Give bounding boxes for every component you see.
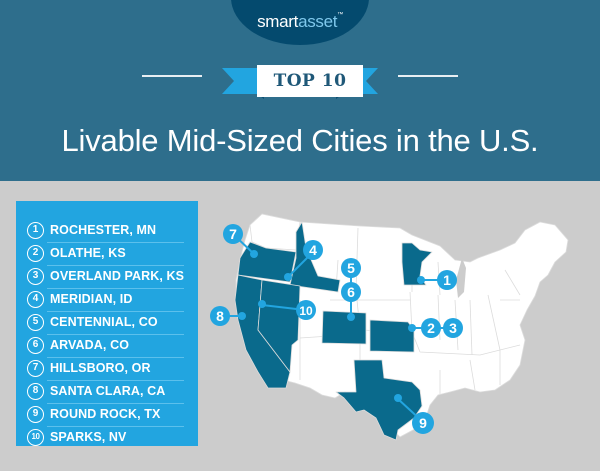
- rank-badge: 7: [27, 360, 44, 377]
- svg-text:2: 2: [427, 320, 435, 336]
- left-divider-line: [142, 75, 202, 77]
- legend-item: 9 ROUND ROCK, TX: [16, 405, 198, 428]
- legend-item: 2 OLATHE, KS: [16, 244, 198, 267]
- svg-text:3: 3: [449, 320, 457, 336]
- marker-6: [341, 282, 361, 302]
- state-KS: [369, 319, 415, 353]
- lake-michigan: [456, 258, 466, 298]
- state-CO: [321, 310, 367, 345]
- rank-badge: 2: [27, 245, 44, 262]
- state-NV: [257, 279, 301, 373]
- top10-ribbon: TOP 10: [210, 56, 390, 104]
- legend-item: 6 ARVADA, CO: [16, 336, 198, 359]
- state-TX: [335, 359, 423, 441]
- state-MN: [401, 242, 433, 286]
- us-map: 7 4 5 6 10 8 1: [200, 181, 600, 466]
- marker-9: [412, 412, 434, 434]
- marker-2: [421, 318, 441, 338]
- rank-badge: 6: [27, 337, 44, 354]
- logo-part2: asset: [298, 12, 338, 31]
- city-name: OLATHE, KS: [50, 246, 126, 260]
- header: smartasset™ TOP 10 Livable Mid-Sized Cit…: [0, 0, 600, 181]
- legend-item: 4 MERIDIAN, ID: [16, 290, 198, 313]
- city-name: OVERLAND PARK, KS: [50, 269, 185, 283]
- rank-badge: 8: [27, 383, 44, 400]
- divider: [47, 357, 184, 358]
- trademark: ™: [337, 12, 343, 18]
- svg-text:6: 6: [347, 284, 355, 300]
- rank-badge: 3: [27, 268, 44, 285]
- divider: [47, 242, 184, 243]
- city-name: ROUND ROCK, TX: [50, 407, 161, 421]
- svg-text:9: 9: [419, 415, 427, 431]
- rank-badge: 4: [27, 291, 44, 308]
- svg-text:1: 1: [443, 272, 451, 288]
- marker-1: [437, 270, 457, 290]
- divider: [47, 426, 184, 427]
- marker-10: [296, 300, 316, 320]
- divider: [47, 380, 184, 381]
- city-name: MERIDIAN, ID: [50, 292, 133, 306]
- logo-badge: smartasset™: [231, 0, 369, 45]
- marker-3: [443, 318, 463, 338]
- divider: [47, 403, 184, 404]
- logo-part1: smart: [257, 12, 299, 31]
- city-name: CENTENNIAL, CO: [50, 315, 158, 329]
- rank-badge: 9: [27, 406, 44, 423]
- us-map-graphic: 7 4 5 6 10 8 1: [210, 213, 569, 441]
- divider: [47, 311, 184, 312]
- page-title: Livable Mid-Sized Cities in the U.S.: [61, 123, 539, 158]
- legend-item: 8 SANTA CLARA, CA: [16, 382, 198, 405]
- rank-badge: 1: [27, 222, 44, 239]
- ribbon-label: TOP 10: [257, 65, 363, 97]
- legend-item: 1 ROCHESTER, MN: [16, 221, 198, 244]
- city-name: HILLSBORO, OR: [50, 361, 151, 375]
- svg-text:7: 7: [229, 226, 237, 242]
- marker-8: [210, 306, 230, 326]
- divider: [47, 334, 184, 335]
- legend-item: 5 CENTENNIAL, CO: [16, 313, 198, 336]
- divider: [47, 265, 184, 266]
- marker-5: [341, 258, 361, 278]
- city-name: ARVADA, CO: [50, 338, 130, 352]
- svg-text:5: 5: [347, 260, 355, 276]
- divider: [47, 288, 184, 289]
- rankings-legend: 1 ROCHESTER, MN 2 OLATHE, KS 3 OVERLAND PAR…: [16, 201, 198, 446]
- svg-text:4: 4: [309, 242, 317, 258]
- map-markers: 7 4 5 6 10 8 1: [210, 224, 463, 434]
- svg-text:8: 8: [216, 308, 224, 324]
- svg-text:10: 10: [299, 304, 313, 318]
- right-divider-line: [398, 75, 458, 77]
- smartasset-logo: smartasset™: [231, 12, 369, 32]
- city-name: SANTA CLARA, CA: [50, 384, 166, 398]
- rank-badge: 5: [27, 314, 44, 331]
- legend-item: 10 SPARKS, NV: [16, 428, 198, 451]
- marker-7: [223, 224, 243, 244]
- legend-item: 7 HILLSBORO, OR: [16, 359, 198, 382]
- city-name: SPARKS, NV: [50, 430, 127, 444]
- legend-item: 3 OVERLAND PARK, KS: [16, 267, 198, 290]
- marker-4: [303, 240, 323, 260]
- rank-badge: 10: [27, 429, 44, 446]
- city-name: ROCHESTER, MN: [50, 223, 157, 237]
